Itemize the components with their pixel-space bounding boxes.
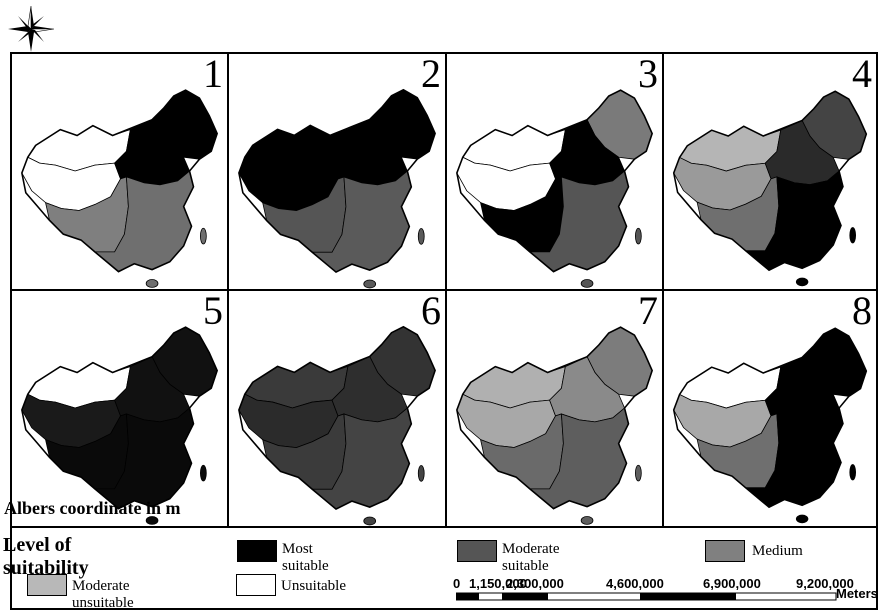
scale-tick-3: 4,600,000 bbox=[606, 576, 664, 591]
legend-label-moderate-suitable: Moderate suitable bbox=[502, 541, 559, 575]
china-map-7 bbox=[447, 291, 664, 528]
map-panel-1: 1 bbox=[12, 54, 229, 291]
scale-tick-2: 2,300,000 bbox=[506, 576, 564, 591]
scale-unit: Meters bbox=[836, 586, 878, 601]
scale-tick-0: 0 bbox=[453, 576, 460, 591]
china-map-2 bbox=[229, 54, 447, 291]
taiwan-island-8 bbox=[850, 464, 856, 480]
taiwan-island-1 bbox=[200, 228, 206, 244]
panel-number-7: 7 bbox=[638, 291, 658, 335]
map-panel-5: 5 bbox=[12, 291, 229, 528]
taiwan-island-2 bbox=[418, 228, 424, 244]
china-map-1 bbox=[12, 54, 229, 291]
legend-label-moderate-unsuitable: Moderate unsuitable bbox=[72, 578, 134, 612]
china-map-6 bbox=[229, 291, 447, 528]
panel-number-2: 2 bbox=[421, 54, 441, 98]
china-map-3 bbox=[447, 54, 664, 291]
panel-number-6: 6 bbox=[421, 291, 441, 335]
legend-swatch-most-suitable bbox=[237, 540, 277, 562]
panel-number-5: 5 bbox=[203, 291, 223, 335]
compass-rose-icon bbox=[6, 4, 56, 54]
china-map-8 bbox=[664, 291, 878, 528]
scale-bar-graphic bbox=[456, 592, 838, 602]
legend-swatch-unsuitable bbox=[236, 574, 276, 596]
panel-number-1: 1 bbox=[203, 54, 223, 98]
china-map-4 bbox=[664, 54, 878, 291]
map-panel-8: 8 bbox=[664, 291, 878, 528]
hainan-island-3 bbox=[581, 280, 593, 288]
china-map-5 bbox=[12, 291, 229, 528]
map-panel-2: 2 bbox=[229, 54, 447, 291]
panel-number-8: 8 bbox=[852, 291, 872, 335]
map-panel-7: 7 bbox=[447, 291, 664, 528]
panel-number-4: 4 bbox=[852, 54, 872, 98]
legend-swatch-medium bbox=[705, 540, 745, 562]
legend-swatch-moderate-unsuitable bbox=[27, 574, 67, 596]
taiwan-island-7 bbox=[635, 465, 641, 481]
map-panel-3: 3 bbox=[447, 54, 664, 291]
map-panel-6: 6 bbox=[229, 291, 447, 528]
legend-swatch-moderate-suitable bbox=[457, 540, 497, 562]
taiwan-island-3 bbox=[635, 228, 641, 244]
hainan-island-4 bbox=[796, 278, 808, 286]
taiwan-island-4 bbox=[850, 227, 856, 243]
legend-label-unsuitable: Unsuitable bbox=[281, 578, 346, 595]
scale-tick-4: 6,900,000 bbox=[703, 576, 761, 591]
legend-label-most-suitable: Most suitable bbox=[282, 541, 329, 575]
taiwan-island-6 bbox=[418, 465, 424, 481]
coordinate-note: Albers coordinate in m bbox=[4, 498, 180, 519]
hainan-island-8 bbox=[796, 515, 808, 523]
hainan-island-7 bbox=[581, 517, 593, 525]
hainan-island-2 bbox=[364, 280, 376, 288]
hainan-island-6 bbox=[364, 517, 376, 525]
hainan-island-1 bbox=[146, 280, 158, 288]
taiwan-island-5 bbox=[200, 465, 206, 481]
legend-label-medium: Medium bbox=[752, 543, 803, 560]
map-panel-4: 4 bbox=[664, 54, 878, 291]
panel-number-3: 3 bbox=[638, 54, 658, 98]
